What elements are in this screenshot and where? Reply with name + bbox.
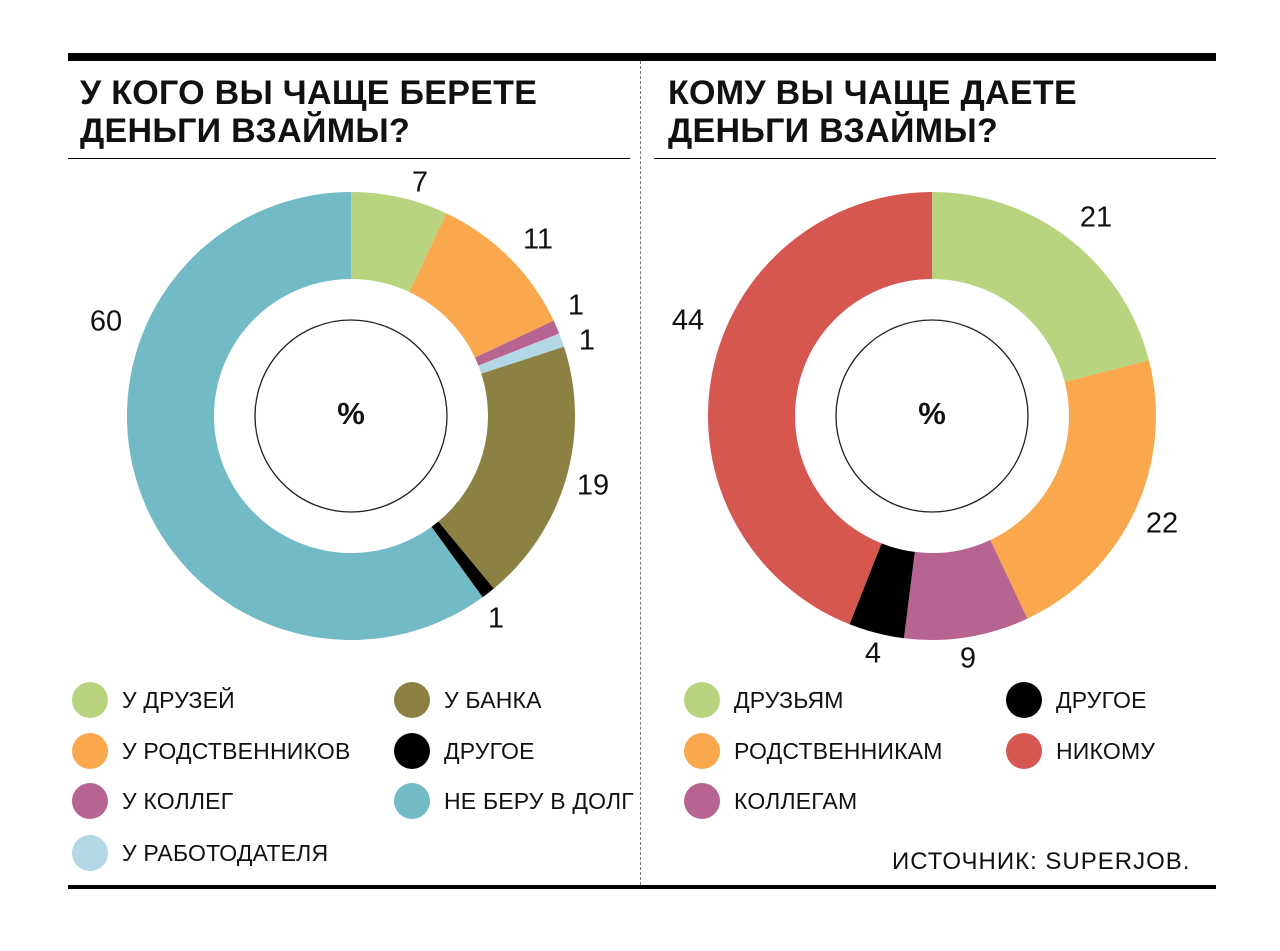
left-title-rule: [68, 158, 630, 159]
right-slice-1: [990, 360, 1156, 619]
right-legend-swatch: [684, 682, 720, 718]
left-slice-0: [351, 192, 447, 293]
right-data-label-0: 21: [1080, 202, 1112, 234]
left-percent-label: %: [337, 396, 365, 431]
right-legend-item: ДРУЗЬЯМ: [684, 682, 844, 718]
left-data-label-6: 60: [90, 306, 122, 338]
bottom-rule: [68, 885, 1216, 889]
right-slice-4: [707, 192, 932, 625]
left-legend-item: У РОДСТВЕННИКОВ: [72, 733, 351, 769]
right-legend-item: НИКОМУ: [1006, 733, 1155, 769]
right-data-label-4: 44: [672, 305, 704, 337]
left-data-label-4: 19: [577, 470, 609, 502]
left-slice-6: [126, 192, 483, 640]
left-legend-item: ДРУГОЕ: [394, 733, 535, 769]
right-slice-0: [932, 192, 1149, 382]
right-chart-title: КОМУ ВЫ ЧАЩЕ ДАЕТЕ ДЕНЬГИ ВЗАЙМЫ?: [668, 74, 1077, 150]
left-legend-item: У КОЛЛЕГ: [72, 783, 233, 819]
left-legend-label: У РАБОТОДАТЕЛЯ: [122, 839, 329, 866]
left-legend-swatch: [394, 682, 430, 718]
left-legend-swatch: [72, 682, 108, 718]
right-legend-label: ДРУГОЕ: [1056, 686, 1147, 713]
top-rule: [68, 53, 1216, 61]
left-legend-label: НЕ БЕРУ В ДОЛГ: [444, 787, 634, 814]
right-legend-label: РОДСТВЕННИКАМ: [734, 737, 943, 764]
left-slice-2: [474, 320, 560, 366]
left-legend-label: ДРУГОЕ: [444, 737, 535, 764]
right-title-rule: [654, 158, 1216, 159]
left-legend-swatch: [72, 835, 108, 871]
left-data-label-3: 1: [579, 325, 595, 357]
right-center-circle: [835, 319, 1029, 513]
right-legend-label: НИКОМУ: [1056, 737, 1156, 764]
panel-divider: [640, 61, 641, 885]
left-data-label-0: 7: [412, 167, 428, 199]
left-slice-5: [431, 521, 494, 598]
right-legend-item: КОЛЛЕГАМ: [684, 783, 857, 819]
left-slice-3: [478, 333, 565, 374]
right-legend-label: КОЛЛЕГАМ: [734, 787, 858, 814]
right-slice-3: [849, 543, 915, 639]
right-legend-swatch: [684, 733, 720, 769]
right-percent-label: %: [918, 396, 946, 431]
left-slice-1: [409, 213, 554, 358]
right-data-label-1: 22: [1146, 508, 1178, 540]
left-chart-title: У КОГО ВЫ ЧАЩЕ БЕРЕТЕ ДЕНЬГИ ВЗАЙМЫ?: [80, 74, 538, 150]
right-legend-item: ДРУГОЕ: [1006, 682, 1147, 718]
left-data-label-2: 1: [568, 290, 584, 322]
right-data-label-2: 9: [960, 643, 976, 675]
left-legend-swatch: [72, 733, 108, 769]
left-legend-swatch: [394, 733, 430, 769]
left-legend-label: У ДРУЗЕЙ: [122, 686, 235, 713]
left-legend-item: У ДРУЗЕЙ: [72, 682, 235, 718]
left-center-circle: [254, 319, 448, 513]
left-legend-swatch: [72, 783, 108, 819]
right-slice-2: [903, 539, 1028, 640]
right-legend-item: РОДСТВЕННИКАМ: [684, 733, 943, 769]
right-legend-swatch: [1006, 682, 1042, 718]
left-legend-swatch: [394, 783, 430, 819]
right-legend-label: ДРУЗЬЯМ: [734, 686, 844, 713]
left-legend-item: У БАНКА: [394, 682, 542, 718]
right-data-label-3: 4: [865, 638, 881, 670]
left-legend-label: У РОДСТВЕННИКОВ: [122, 737, 351, 764]
left-legend-label: У КОЛЛЕГ: [122, 787, 234, 814]
left-slice-4: [438, 346, 575, 589]
right-legend-swatch: [1006, 733, 1042, 769]
source-note: ИСТОЧНИК: SUPERJOB.: [892, 848, 1191, 875]
left-legend-item: У РАБОТОДАТЕЛЯ: [72, 835, 328, 871]
left-legend-item: НЕ БЕРУ В ДОЛГ: [394, 783, 634, 819]
right-legend-swatch: [684, 783, 720, 819]
left-legend-label: У БАНКА: [444, 686, 542, 713]
left-data-label-5: 1: [488, 603, 504, 635]
left-data-label-1: 11: [523, 224, 553, 256]
